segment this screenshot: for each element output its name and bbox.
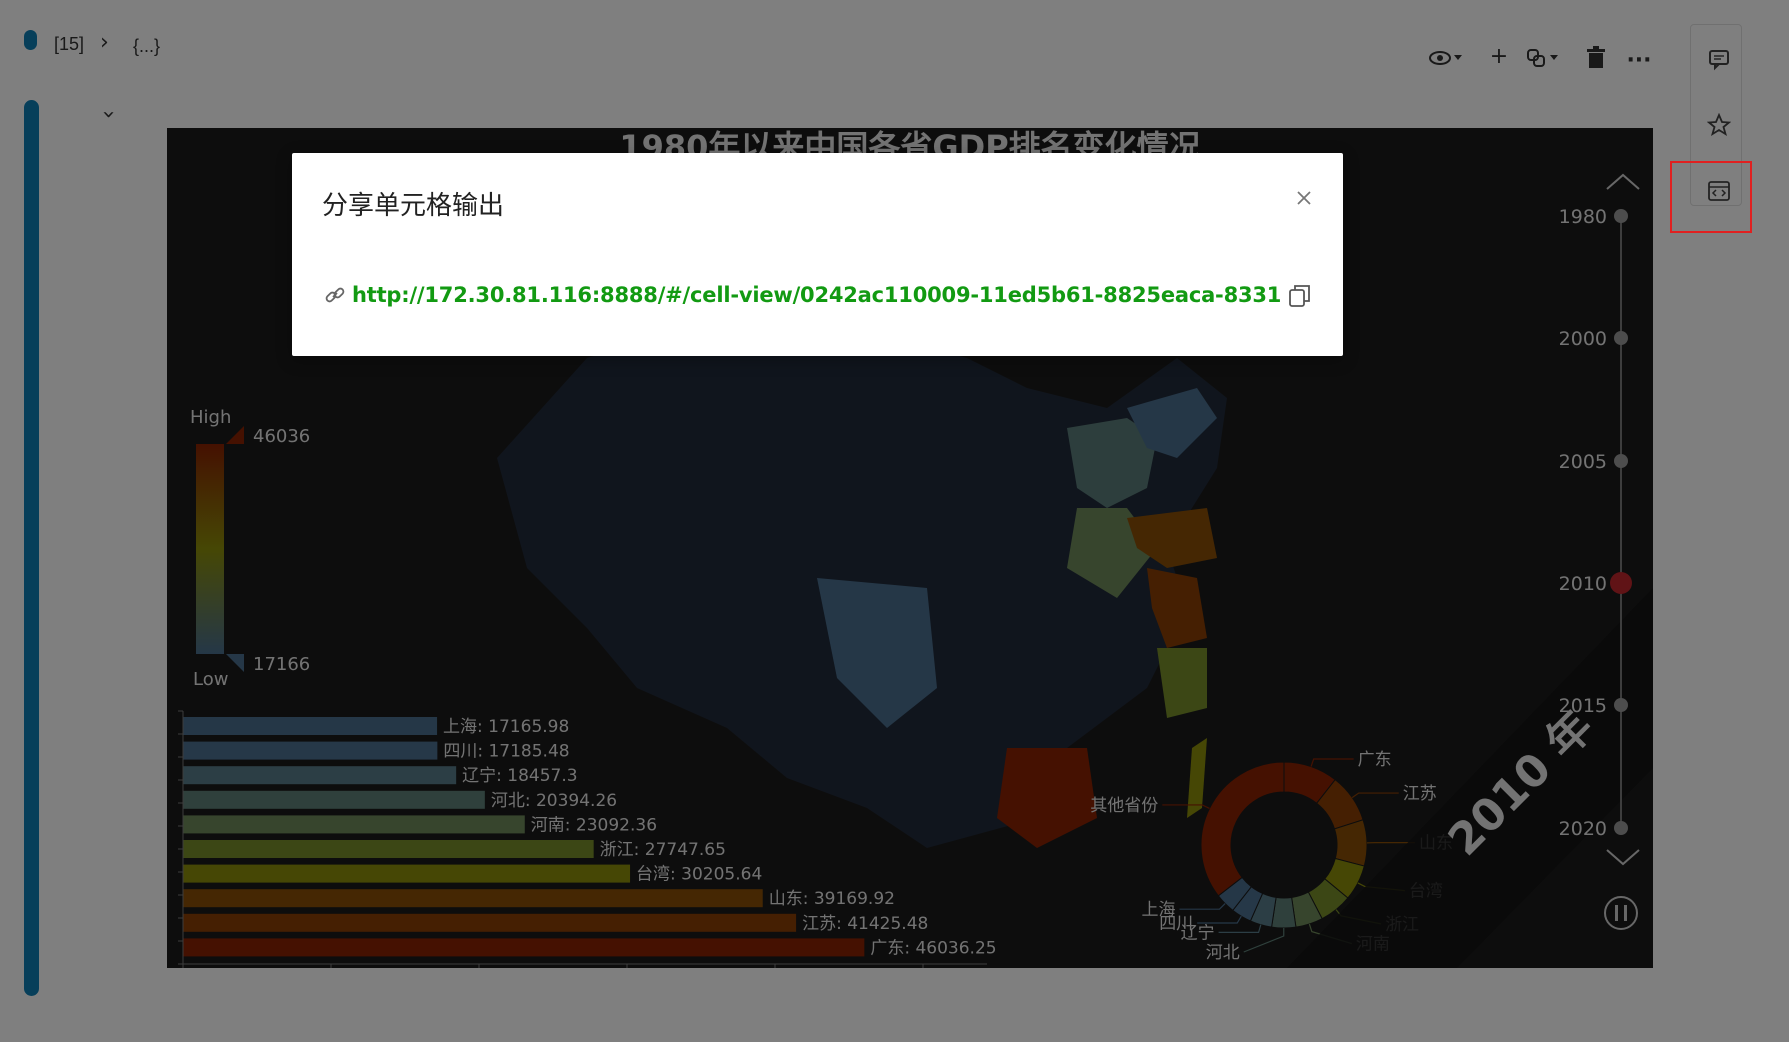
dialog-title: 分享单元格输出 — [322, 191, 505, 221]
copy-icon — [1289, 285, 1310, 307]
close-icon — [1297, 191, 1311, 205]
highlight-box — [1670, 161, 1752, 233]
close-button[interactable] — [1289, 183, 1319, 213]
copy-link-button[interactable] — [1286, 282, 1314, 310]
share-link[interactable]: http://172.30.81.116:8888/#/cell-view/02… — [352, 283, 1282, 307]
share-cell-output-dialog: 分享单元格输出 http://172.30.81.116:8888/#/cell… — [292, 153, 1343, 356]
link-icon — [324, 284, 346, 306]
